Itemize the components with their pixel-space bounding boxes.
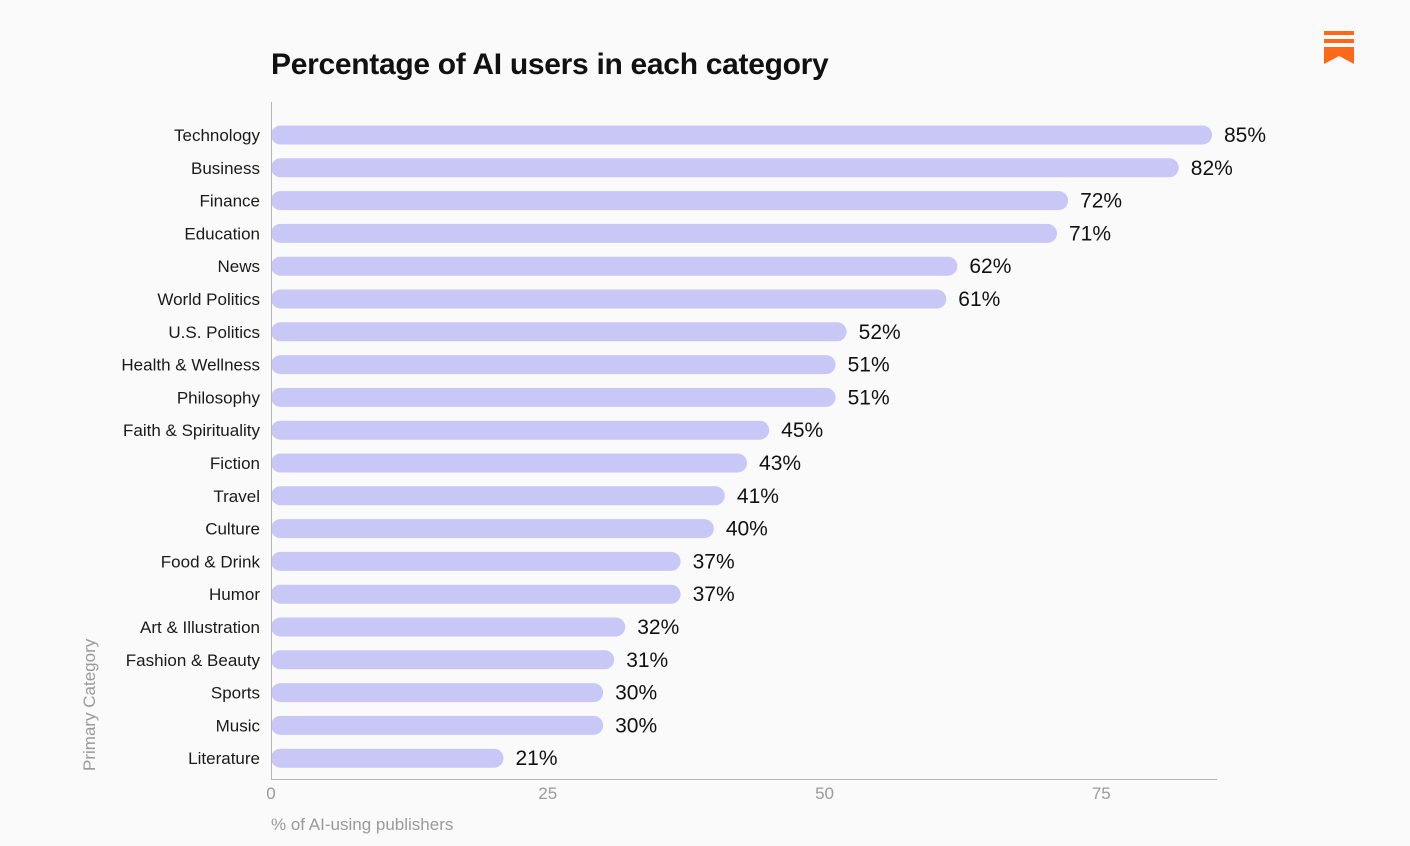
bar [271,191,1069,211]
category-label: Literature [188,749,260,768]
bar [271,650,615,670]
value-label: 82% [1191,157,1233,180]
axes-layer: 0 25 50 75 [266,102,1217,803]
x-axis-title: % of AI-using publishers [271,815,453,834]
value-label: 37% [693,583,735,606]
bar [271,748,504,768]
category-label: News [217,257,260,276]
bar [271,683,604,703]
value-label: 41% [737,485,779,508]
category-label: World Politics [157,290,260,309]
bars-layer [271,125,1212,768]
category-label: Humor [209,585,260,604]
value-label: 43% [759,452,801,475]
category-label: Technology [174,126,261,145]
x-tick-label: 50 [815,784,834,803]
value-label: 40% [726,518,768,541]
bar [271,551,681,571]
bar [271,617,626,637]
y-axis-title: Primary Category [80,638,99,771]
category-label: Faith & Spirituality [123,421,260,440]
category-label: Art & Illustration [140,618,260,637]
bar [271,256,958,276]
category-label: Food & Drink [161,552,261,571]
bar [271,158,1179,178]
bar [271,519,714,539]
value-label: 31% [626,649,668,672]
category-label: Business [191,159,260,178]
substack-logo-icon [1324,31,1354,64]
bar [271,355,836,375]
bar [271,322,847,342]
value-label: 61% [958,288,1000,311]
bar [271,387,836,407]
value-label: 45% [781,419,823,442]
category-label: Travel [213,487,260,506]
value-label: 30% [615,682,657,705]
category-label: Culture [205,520,260,539]
category-label: Finance [200,192,260,211]
value-label: 51% [848,386,890,409]
value-label: 85% [1224,124,1266,147]
category-label: Education [184,224,260,243]
bar [271,289,947,309]
bar [271,125,1212,145]
category-label: Fiction [210,454,260,473]
value-label: 37% [693,550,735,573]
chart-title: Percentage of AI users in each category [271,48,829,81]
value-label: 51% [848,354,890,377]
value-label: 62% [969,255,1011,278]
category-label: Philosophy [177,388,261,407]
bar [271,420,770,440]
value-label: 32% [637,616,679,639]
value-label: 72% [1080,190,1122,213]
x-tick-label: 25 [538,784,557,803]
x-tick-label: 75 [1092,784,1111,803]
bar [271,486,725,506]
value-label: 30% [615,714,657,737]
value-label: 52% [859,321,901,344]
category-label: U.S. Politics [168,323,260,342]
category-label: Sports [211,684,260,703]
category-label: Music [216,716,261,735]
labels-layer: Technology 85% Business 82% Finance 72% Educat… [121,124,1266,770]
bar [271,584,681,604]
category-label: Health & Wellness [121,356,260,375]
bar [271,715,604,735]
category-label: Fashion & Beauty [126,651,261,670]
value-label: 71% [1069,222,1111,245]
x-tick-label: 0 [266,784,275,803]
bar [271,453,748,473]
bar [271,223,1058,243]
value-label: 21% [515,747,557,770]
